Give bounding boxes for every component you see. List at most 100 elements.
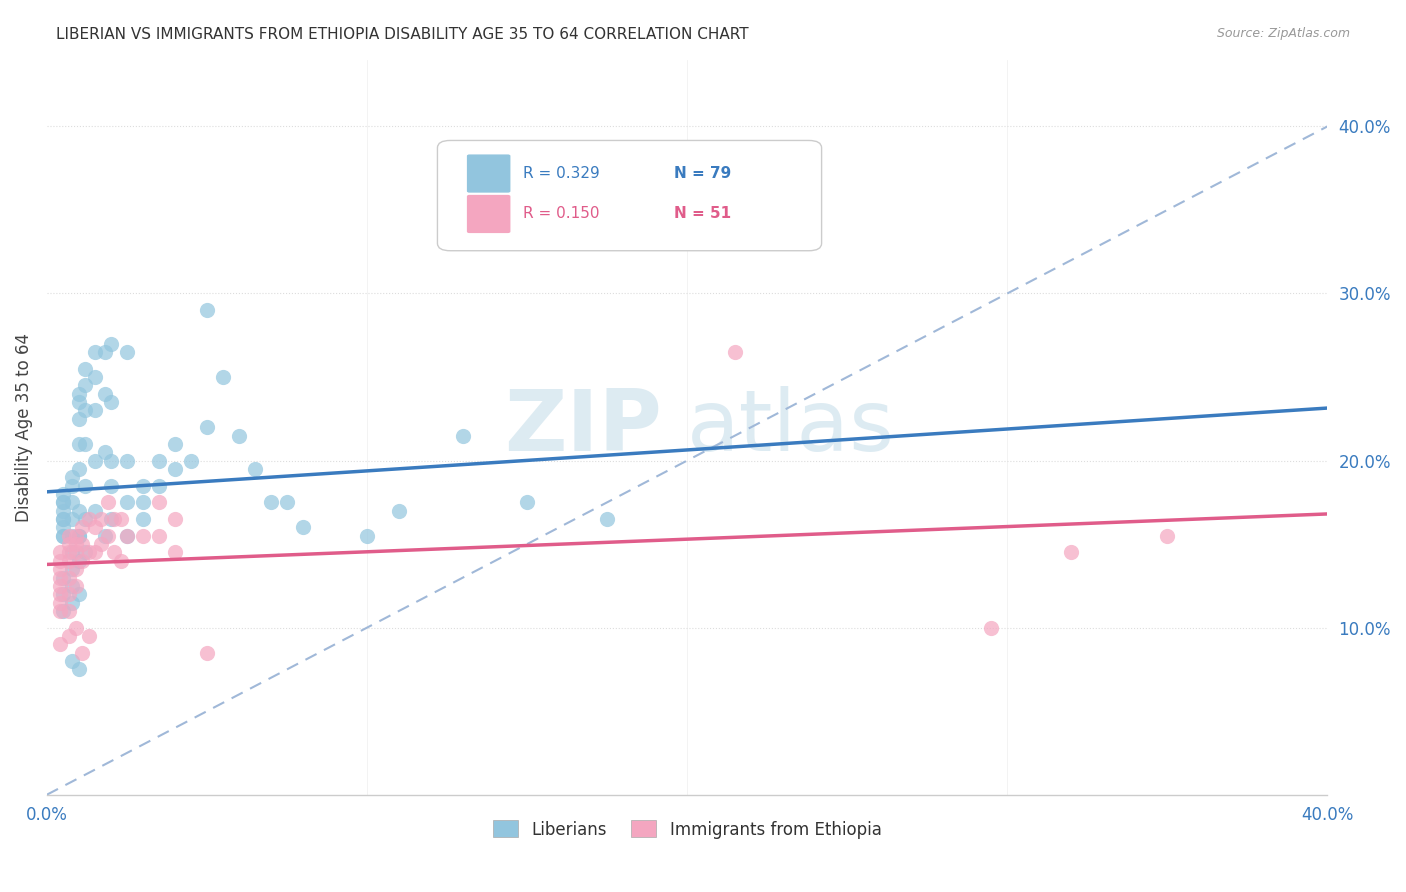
Point xyxy=(77,512,100,526)
Point xyxy=(84,545,107,559)
Point xyxy=(62,495,84,509)
Point xyxy=(195,420,218,434)
Point xyxy=(58,604,80,618)
Point xyxy=(52,495,75,509)
FancyBboxPatch shape xyxy=(467,154,510,193)
Point xyxy=(97,495,120,509)
Point xyxy=(115,495,138,509)
Point xyxy=(62,545,84,559)
Point xyxy=(65,529,87,543)
Point xyxy=(100,478,122,492)
Point xyxy=(62,529,84,543)
Point xyxy=(62,512,84,526)
Point xyxy=(103,512,125,526)
Point xyxy=(356,529,378,543)
Point xyxy=(100,453,122,467)
FancyBboxPatch shape xyxy=(467,194,510,233)
Point xyxy=(67,554,90,568)
Point xyxy=(65,579,87,593)
Text: R = 0.329: R = 0.329 xyxy=(523,166,600,181)
Point xyxy=(115,453,138,467)
Point xyxy=(77,545,100,559)
Point xyxy=(132,478,155,492)
Point xyxy=(132,512,155,526)
Point xyxy=(48,596,70,610)
Text: LIBERIAN VS IMMIGRANTS FROM ETHIOPIA DISABILITY AGE 35 TO 64 CORRELATION CHART: LIBERIAN VS IMMIGRANTS FROM ETHIOPIA DIS… xyxy=(56,27,749,42)
Point xyxy=(980,621,1002,635)
Point xyxy=(65,621,87,635)
Point xyxy=(58,545,80,559)
Point xyxy=(48,570,70,584)
Point xyxy=(132,495,155,509)
Text: N = 51: N = 51 xyxy=(675,206,731,221)
Text: ZIP: ZIP xyxy=(503,385,662,468)
Point xyxy=(70,646,93,660)
Point xyxy=(77,629,100,643)
Point xyxy=(67,412,90,426)
Point xyxy=(48,554,70,568)
Point xyxy=(103,545,125,559)
Point xyxy=(1060,545,1083,559)
Point xyxy=(75,545,97,559)
Point xyxy=(115,529,138,543)
Legend: Liberians, Immigrants from Ethiopia: Liberians, Immigrants from Ethiopia xyxy=(486,814,889,846)
Point xyxy=(52,587,75,601)
Point xyxy=(163,545,186,559)
Point xyxy=(115,345,138,359)
Point xyxy=(67,529,90,543)
Point xyxy=(110,512,132,526)
Point xyxy=(65,537,87,551)
Text: atlas: atlas xyxy=(688,385,896,468)
Point xyxy=(67,662,90,676)
Point xyxy=(516,495,538,509)
Point xyxy=(148,478,170,492)
Point xyxy=(75,512,97,526)
Point xyxy=(62,562,84,576)
Point xyxy=(115,529,138,543)
Point xyxy=(163,462,186,476)
Point xyxy=(48,562,70,576)
Point xyxy=(62,478,84,492)
Point xyxy=(180,453,202,467)
Y-axis label: Disability Age 35 to 64: Disability Age 35 to 64 xyxy=(15,333,32,522)
Point xyxy=(163,437,186,451)
Point xyxy=(52,512,75,526)
Point xyxy=(75,361,97,376)
Point xyxy=(90,512,112,526)
Point xyxy=(62,470,84,484)
Point xyxy=(48,587,70,601)
Point xyxy=(93,529,115,543)
Point xyxy=(724,345,747,359)
Point xyxy=(58,529,80,543)
Point xyxy=(84,453,107,467)
Point xyxy=(67,529,90,543)
Point xyxy=(65,562,87,576)
Point xyxy=(62,596,84,610)
Point xyxy=(100,336,122,351)
Point xyxy=(276,495,298,509)
Point xyxy=(75,378,97,392)
Point xyxy=(260,495,283,509)
Point xyxy=(195,646,218,660)
Point xyxy=(70,537,93,551)
Point xyxy=(84,403,107,417)
Point xyxy=(67,395,90,409)
Point xyxy=(75,437,97,451)
Point xyxy=(596,512,619,526)
Point xyxy=(451,428,474,442)
Point xyxy=(48,545,70,559)
Point xyxy=(388,504,411,518)
Point xyxy=(52,504,75,518)
Point xyxy=(84,370,107,384)
Point xyxy=(65,545,87,559)
Point xyxy=(70,554,93,568)
Point xyxy=(148,495,170,509)
Point xyxy=(52,487,75,501)
Point xyxy=(48,604,70,618)
Point xyxy=(52,529,75,543)
Point xyxy=(70,520,93,534)
Point xyxy=(75,478,97,492)
FancyBboxPatch shape xyxy=(437,140,821,251)
Point xyxy=(58,554,80,568)
Point xyxy=(52,495,75,509)
